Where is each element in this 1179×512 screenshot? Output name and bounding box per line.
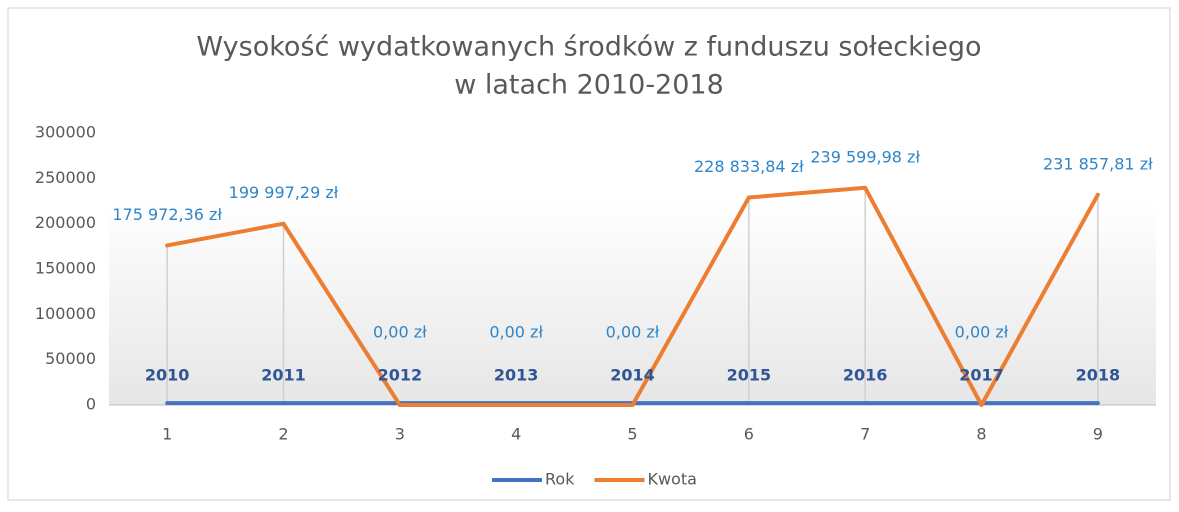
legend-label: Kwota	[647, 470, 696, 489]
y-tick-label: 50000	[45, 349, 96, 368]
data-label: 2012	[378, 366, 423, 385]
x-tick-label: 2	[278, 425, 288, 444]
data-label: 2015	[727, 366, 772, 385]
data-label: 2016	[843, 366, 888, 385]
data-label: 175 972,36 zł	[112, 205, 222, 224]
data-label: 0,00 zł	[606, 323, 660, 342]
data-label: 239 599,98 zł	[810, 147, 920, 166]
y-tick-label: 150000	[35, 259, 96, 278]
x-tick-label: 1	[162, 425, 172, 444]
x-tick-label: 5	[627, 425, 637, 444]
data-label: 2013	[494, 366, 539, 385]
data-label: 2018	[1076, 366, 1121, 385]
data-label: 228 833,84 zł	[694, 157, 804, 176]
chart-title: Wysokość wydatkowanych środków z fundusz…	[196, 32, 981, 63]
x-tick-label: 7	[860, 425, 870, 444]
data-label: 0,00 zł	[373, 323, 427, 342]
x-tick-label: 9	[1093, 425, 1103, 444]
x-tick-label: 3	[395, 425, 405, 444]
data-label: 0,00 zł	[489, 323, 543, 342]
data-label: 0,00 zł	[955, 323, 1009, 342]
data-label: 231 857,81 zł	[1043, 154, 1153, 173]
y-tick-label: 300000	[35, 123, 96, 142]
chart-title: w latach 2010-2018	[454, 70, 724, 101]
data-label: 2011	[261, 366, 306, 385]
y-tick-label: 200000	[35, 213, 96, 232]
y-tick-label: 100000	[35, 304, 96, 323]
y-tick-label: 0	[86, 395, 96, 414]
data-label: 199 997,29 zł	[229, 183, 339, 202]
data-label: 2010	[145, 366, 190, 385]
data-label: 2014	[610, 366, 655, 385]
y-tick-label: 250000	[35, 168, 96, 187]
legend-label: Rok	[545, 470, 575, 489]
x-tick-label: 6	[744, 425, 754, 444]
x-tick-label: 4	[511, 425, 521, 444]
x-tick-label: 8	[976, 425, 986, 444]
data-label: 2017	[959, 366, 1004, 385]
